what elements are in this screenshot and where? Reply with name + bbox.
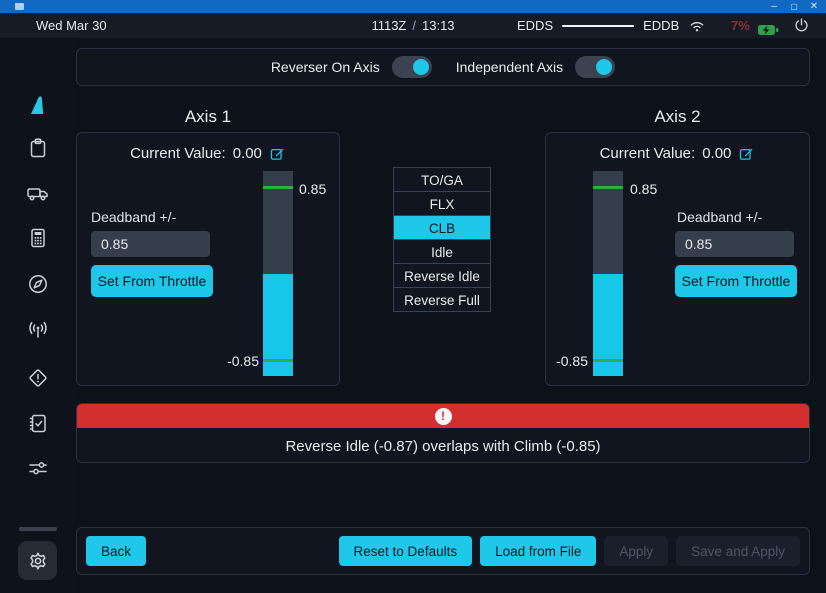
independent-axis-group: Independent Axis <box>455 56 616 78</box>
axis1-high-marker <box>263 186 293 189</box>
toggle-knob <box>412 59 429 75</box>
sidebar-nav <box>0 38 75 593</box>
clipboard-icon[interactable] <box>25 135 51 161</box>
tuning-sliders-icon[interactable] <box>25 455 51 481</box>
window-maximize-button[interactable]: ▢ <box>790 2 798 11</box>
detent-list: TO/GA FLX CLB Idle Reverse Idle Reverse … <box>393 167 491 312</box>
compass-icon[interactable] <box>25 271 51 297</box>
axis1-low-marker <box>263 359 293 362</box>
detent-idle[interactable]: Idle <box>393 239 491 264</box>
axis1-low-label: -0.85 <box>227 353 259 369</box>
battery-charging-icon <box>757 19 779 44</box>
load-from-file-button[interactable]: Load from File <box>480 536 597 566</box>
origin-airport: EDDS <box>517 18 554 33</box>
error-exclamation-icon: ! <box>434 407 452 425</box>
save-and-apply-button[interactable]: Save and Apply <box>676 536 800 566</box>
airline-logo-icon[interactable] <box>25 93 51 119</box>
axis2-set-from-throttle-button[interactable]: Set From Throttle <box>675 265 797 297</box>
power-icon[interactable] <box>793 17 810 42</box>
current-value-label: Current Value: <box>599 145 696 162</box>
destination-airport: EDDB <box>643 18 680 33</box>
toggle-knob <box>596 59 613 75</box>
axis1-title: Axis 1 <box>184 107 232 126</box>
route-progress-line <box>562 24 635 27</box>
window-minimize-button[interactable]: – <box>771 1 777 12</box>
detent-reverse-full[interactable]: Reverse Full <box>393 287 491 312</box>
flight-route: EDDS EDDB <box>517 13 679 38</box>
current-value: 0.00 <box>232 145 262 162</box>
warning-diamond-icon[interactable] <box>25 365 51 391</box>
calculator-icon[interactable] <box>25 225 51 251</box>
reverser-on-axis-label: Reverser On Axis <box>270 59 380 75</box>
checklist-notebook-icon[interactable] <box>25 410 51 436</box>
axis2-low-marker <box>593 359 623 362</box>
app-icon <box>15 3 24 10</box>
detent-reverse-idle[interactable]: Reverse Idle <box>393 263 491 288</box>
axis1-value-bar <box>263 171 293 376</box>
axis2-title: Axis 2 <box>654 107 701 126</box>
local-time: 13:13 <box>422 18 455 33</box>
axis2-deadband-input[interactable] <box>675 231 794 257</box>
reset-to-defaults-button[interactable]: Reset to Defaults <box>338 536 473 566</box>
status-clock: 1113Z / 13:13 <box>0 13 826 38</box>
clock-separator: / <box>412 18 416 33</box>
independent-axis-label: Independent Axis <box>455 59 564 75</box>
axis-options-bar: Reverser On Axis Independent Axis <box>76 48 810 86</box>
axis2-low-label: -0.85 <box>556 353 588 369</box>
error-panel: ! Reverse Idle (-0.87) overlaps with Cli… <box>76 403 810 463</box>
back-button[interactable]: Back <box>86 536 147 566</box>
current-value: 0.00 <box>702 145 732 162</box>
wifi-icon <box>688 17 706 42</box>
axis2-panel: Current Value: 0.00 Deadband +/- Set Fro… <box>545 132 810 386</box>
axis2-high-marker <box>593 186 623 189</box>
sidebar-item-settings[interactable] <box>18 541 57 580</box>
footer-bar: Back Reset to Defaults Load from File Ap… <box>76 527 810 575</box>
axis1-set-from-throttle-button[interactable]: Set From Throttle <box>91 265 213 297</box>
status-bar: Wed Mar 30 1113Z / 13:13 EDDS EDDB 7% <box>0 13 826 38</box>
fuel-truck-icon[interactable] <box>25 180 51 206</box>
axis1-high-label: 0.85 <box>299 181 327 197</box>
window-titlebar: – ▢ ✕ <box>0 0 826 13</box>
reverser-on-axis-group: Reverser On Axis <box>271 56 432 78</box>
deadband-label: Deadband +/- <box>677 209 763 225</box>
axis2-current-value-row: Current Value: 0.00 <box>546 145 809 162</box>
apply-button[interactable]: Apply <box>604 536 669 566</box>
status-date: Wed Mar 30 <box>36 18 107 33</box>
axis1-panel: Current Value: 0.00 Deadband +/- Set Fro… <box>76 132 340 386</box>
sidebar-divider <box>19 527 57 531</box>
detent-clb[interactable]: CLB <box>393 215 491 240</box>
detent-toga[interactable]: TO/GA <box>393 167 491 192</box>
edit-icon[interactable] <box>269 145 286 162</box>
axis1-current-value-row: Current Value: 0.00 <box>77 145 339 162</box>
current-value-label: Current Value: <box>130 145 226 162</box>
window-close-button[interactable]: ✕ <box>809 1 819 12</box>
reverser-on-axis-toggle[interactable] <box>391 56 432 78</box>
independent-axis-toggle[interactable] <box>575 56 616 78</box>
axis1-deadband-input[interactable] <box>91 231 210 257</box>
error-header: ! <box>77 404 809 428</box>
deadband-label: Deadband +/- <box>91 209 177 225</box>
settings-gear-icon <box>29 551 46 570</box>
battery-percent: 7% <box>731 18 750 33</box>
utc-time: 1113Z <box>371 18 407 33</box>
radio-antenna-icon[interactable] <box>25 317 51 343</box>
axis2-value-bar <box>593 171 623 376</box>
axis2-high-label: 0.85 <box>630 181 658 197</box>
detent-flx[interactable]: FLX <box>393 191 491 216</box>
edit-icon[interactable] <box>738 145 755 162</box>
error-message: Reverse Idle (-0.87) overlaps with Climb… <box>285 437 601 455</box>
